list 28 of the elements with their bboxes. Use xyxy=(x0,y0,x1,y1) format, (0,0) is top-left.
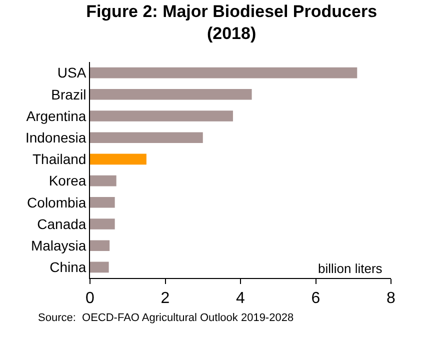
chart-title: Figure 2: Major Biodiesel Producers (2018) xyxy=(86,2,378,44)
y-tick-label: Brazil xyxy=(51,86,86,102)
x-tick-label: 0 xyxy=(86,290,95,308)
x-tick-label: 2 xyxy=(160,290,170,308)
bar xyxy=(90,262,109,273)
bar xyxy=(90,240,110,251)
x-tick-label: 6 xyxy=(311,290,320,308)
y-tick-label: Thailand xyxy=(32,151,86,168)
y-tick-label: Malaysia xyxy=(30,238,86,254)
annotation: billion liters xyxy=(318,261,383,276)
y-tick-label: Canada xyxy=(37,216,86,232)
source-note: Source: OECD-FAO Agricultural Outlook 2019-2028 xyxy=(38,312,294,324)
bar xyxy=(90,89,252,100)
y-tick-label: Indonesia xyxy=(25,130,86,146)
x-tick-label: 4 xyxy=(236,290,246,308)
bar xyxy=(90,110,233,122)
bar xyxy=(90,197,115,208)
bar xyxy=(90,67,358,78)
y-tick-label: USA xyxy=(57,64,87,81)
y-tick-label: Colombia xyxy=(27,194,86,210)
bar xyxy=(90,218,115,230)
bar xyxy=(90,175,116,186)
bar xyxy=(90,154,146,165)
y-tick-label: China xyxy=(50,259,86,276)
bar xyxy=(90,132,203,143)
y-tick-label: Korea xyxy=(48,172,86,189)
y-tick-label: Argentina xyxy=(26,108,86,124)
x-tick-label: 8 xyxy=(386,290,396,308)
